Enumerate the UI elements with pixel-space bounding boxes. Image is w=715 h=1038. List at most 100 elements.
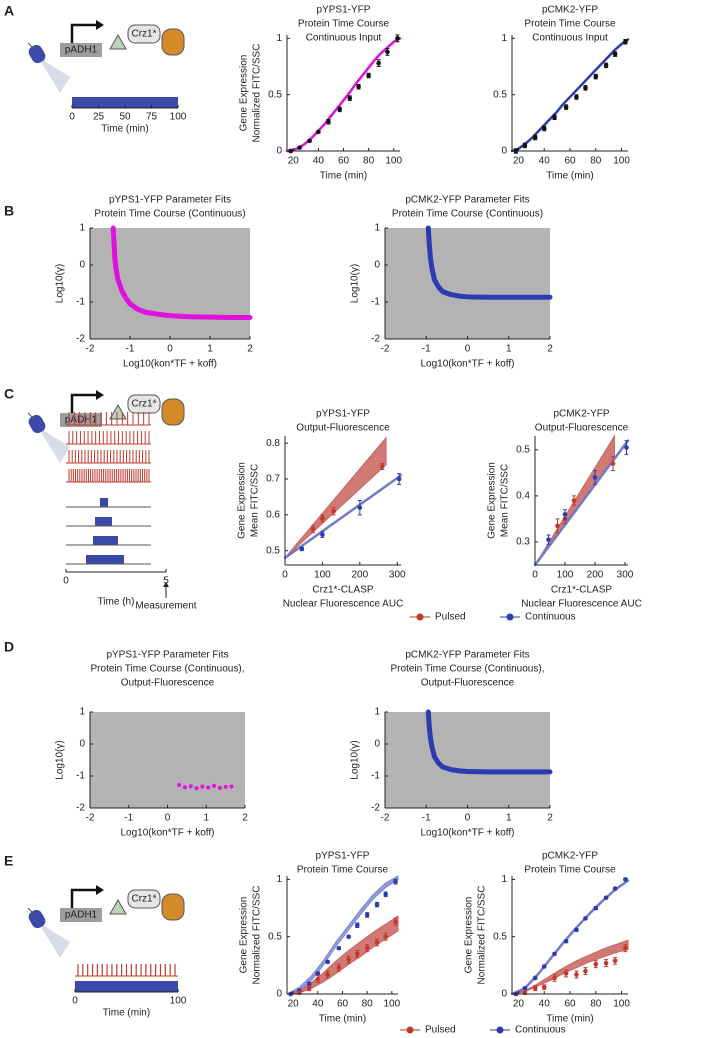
- data-point: [310, 526, 316, 532]
- data-point: [612, 51, 618, 57]
- protein-label: Crz1*: [131, 29, 156, 40]
- x-tick-label: 20: [513, 156, 525, 167]
- data-point: [374, 902, 380, 907]
- bulb-wire: [27, 907, 35, 915]
- timeline-tick-label: 50: [119, 112, 131, 123]
- data-point: [574, 927, 579, 933]
- x-tick-label: -2: [381, 813, 390, 824]
- x-tick-label: 40: [539, 156, 551, 167]
- bulb-wire: [27, 412, 35, 420]
- data-point: [541, 984, 547, 990]
- domain-triangle: [109, 33, 127, 50]
- data-point: [364, 945, 370, 951]
- data-point: [623, 877, 628, 882]
- scatter-point: [182, 785, 187, 790]
- x-tick-label: 0: [465, 813, 471, 824]
- timeline-tick-label: 100: [170, 996, 187, 1007]
- data-point: [396, 476, 402, 482]
- data-point: [541, 964, 547, 969]
- x-tick-label: 20: [288, 999, 300, 1010]
- x-tick-label: -2: [86, 344, 95, 355]
- data-point: [299, 546, 305, 552]
- input-bar: [75, 981, 178, 992]
- y-axis-label: Normalized FITC/SSC: [252, 44, 263, 143]
- y-axis-label: Gene Expression: [239, 55, 250, 132]
- x-tick-label: 300: [389, 570, 406, 581]
- data-point: [612, 886, 618, 891]
- x-tick-label: 40: [312, 999, 324, 1010]
- x-tick-label: 2: [547, 344, 553, 355]
- x-tick-label: 2: [547, 813, 553, 824]
- x-tick-label: 100: [557, 570, 574, 581]
- timeline-tick-label: 25: [93, 112, 105, 123]
- chart-title: Protein Time Course: [297, 865, 389, 876]
- data-point: [593, 74, 599, 79]
- data-point: [522, 143, 528, 148]
- data-point: [393, 879, 398, 885]
- light-bulb: [28, 909, 46, 929]
- data-point: [383, 934, 388, 940]
- y-tick-label: 0.4: [516, 491, 530, 502]
- scatter-point: [200, 784, 205, 789]
- y-axis-label: Log10(γ): [350, 264, 361, 303]
- promoter-label: pADH1: [65, 415, 98, 426]
- data-point: [623, 945, 628, 951]
- data-point: [326, 119, 331, 125]
- chart-title: Output-Fluorescence: [421, 678, 515, 689]
- chart-title: Output-Fluorescence: [121, 678, 215, 689]
- light-bulb: [28, 414, 46, 434]
- x-tick-label: 80: [363, 156, 375, 167]
- x-axis-label: Log10(kon*TF + koff): [123, 359, 217, 370]
- promoter-arrow: [70, 888, 98, 908]
- y-axis-label: Log10(γ): [350, 740, 361, 779]
- data-point: [552, 114, 557, 120]
- y-tick-label: 0: [276, 989, 282, 1000]
- x-tick-label: 200: [351, 570, 368, 581]
- data-point: [612, 958, 618, 964]
- chart-title: pYPS1-YFP Parameter Fits: [106, 650, 228, 661]
- timeline-tick-label: 100: [170, 112, 187, 123]
- promoter-label: pADH1: [65, 910, 98, 921]
- data-point: [522, 985, 528, 991]
- data-point: [306, 981, 312, 986]
- x-tick-label: 100: [383, 999, 400, 1010]
- input-bar: [72, 97, 178, 108]
- promoter-label: pADH1: [65, 45, 98, 56]
- chart-title: Output-Fluorescence: [535, 423, 629, 434]
- data-point: [593, 961, 599, 967]
- legend-marker: [406, 1026, 414, 1034]
- x-tick-label: 0: [165, 813, 171, 824]
- chart-title: Protein Time Course (Continuous): [392, 209, 543, 220]
- data-point: [336, 945, 342, 951]
- legend-label: Continuous: [515, 1025, 566, 1036]
- data-point: [574, 972, 579, 977]
- y-tick-label: 0: [501, 989, 507, 1000]
- chart-title: Protein Time Course (Continuous): [94, 209, 245, 220]
- plot-background: [90, 712, 245, 808]
- x-tick-label: 60: [337, 999, 349, 1010]
- data-point: [563, 971, 569, 976]
- y-tick-label: 0: [276, 146, 282, 157]
- chart-title: Protein Time Course: [298, 19, 390, 30]
- data-point: [337, 107, 343, 112]
- x-tick-label: 100: [613, 156, 630, 167]
- x-tick-label: 40: [539, 999, 551, 1010]
- chart-title: Protein Time Course: [524, 865, 616, 876]
- chart-title: Continuous Input: [532, 33, 608, 44]
- data-point: [541, 126, 547, 131]
- data-point: [366, 73, 371, 78]
- y-tick-label: -1: [371, 771, 380, 782]
- x-tick-label: -1: [422, 344, 431, 355]
- y-tick-label: -2: [76, 803, 85, 814]
- y-tick-label: 1: [374, 223, 380, 234]
- y-tick-label: -2: [76, 334, 85, 345]
- data-point: [316, 129, 321, 135]
- y-tick-label: 0.6: [266, 509, 280, 520]
- x-tick-label: 40: [313, 156, 325, 167]
- data-point: [571, 498, 577, 503]
- fit-line: [110, 225, 253, 321]
- legend-marker: [496, 1026, 504, 1034]
- panel-letter: A: [4, 3, 14, 19]
- y-tick-label: 0.5: [266, 545, 280, 556]
- data-point: [555, 523, 560, 529]
